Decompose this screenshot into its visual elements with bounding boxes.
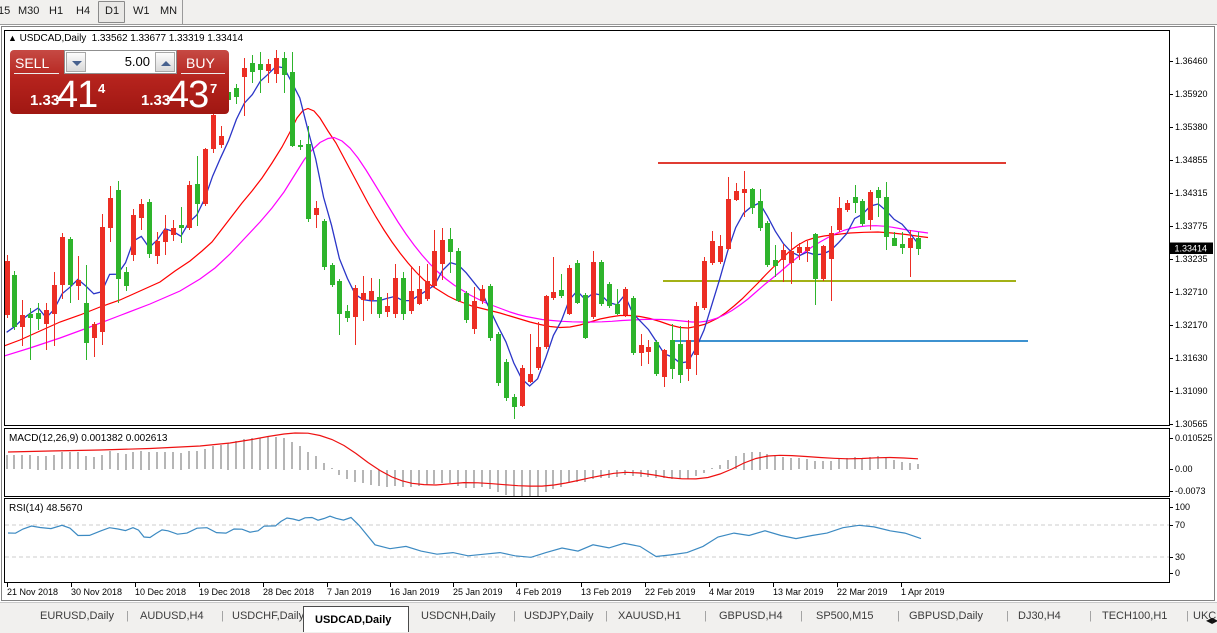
svg-text:22 Feb 2019: 22 Feb 2019 [645, 587, 696, 597]
svg-text:22 Mar 2019: 22 Mar 2019 [837, 587, 888, 597]
svg-text:16 Jan 2019: 16 Jan 2019 [390, 587, 440, 597]
svg-text:30 Nov 2018: 30 Nov 2018 [71, 587, 122, 597]
svg-text:30: 30 [1175, 552, 1185, 562]
svg-text:19 Dec 2018: 19 Dec 2018 [199, 587, 250, 597]
svg-text:13 Feb 2019: 13 Feb 2019 [581, 587, 632, 597]
svg-text:4 Mar 2019: 4 Mar 2019 [709, 587, 755, 597]
svg-text:1.35380: 1.35380 [1175, 122, 1208, 132]
svg-text:1 Apr 2019: 1 Apr 2019 [901, 587, 945, 597]
svg-text:0.010525: 0.010525 [1175, 433, 1213, 443]
svg-text:10 Dec 2018: 10 Dec 2018 [135, 587, 186, 597]
svg-text:1.36460: 1.36460 [1175, 56, 1208, 66]
svg-text:7 Jan 2019: 7 Jan 2019 [327, 587, 372, 597]
svg-text:1.33235: 1.33235 [1175, 254, 1208, 264]
svg-text:1.34315: 1.34315 [1175, 188, 1208, 198]
svg-text:1.31630: 1.31630 [1175, 353, 1208, 363]
svg-text:1.30565: 1.30565 [1175, 419, 1208, 429]
svg-text:13 Mar 2019: 13 Mar 2019 [773, 587, 824, 597]
svg-text:4 Feb 2019: 4 Feb 2019 [516, 587, 562, 597]
svg-text:25 Jan 2019: 25 Jan 2019 [453, 587, 503, 597]
svg-text:0: 0 [1175, 568, 1180, 578]
svg-text:MACD(12,26,9) 0.001382 0.00261: MACD(12,26,9) 0.001382 0.002613 [9, 433, 168, 444]
svg-text:1.35920: 1.35920 [1175, 89, 1208, 99]
svg-text:1.33414: 1.33414 [1175, 244, 1208, 254]
svg-text:-0.0073: -0.0073 [1175, 486, 1206, 496]
svg-text:70: 70 [1175, 520, 1185, 530]
svg-text:100: 100 [1175, 502, 1190, 512]
svg-text:28 Dec 2018: 28 Dec 2018 [263, 587, 314, 597]
svg-text:1.32710: 1.32710 [1175, 287, 1208, 297]
svg-text:1.31090: 1.31090 [1175, 386, 1208, 396]
svg-text:RSI(14) 48.5670: RSI(14) 48.5670 [9, 503, 83, 514]
svg-text:1.33775: 1.33775 [1175, 221, 1208, 231]
svg-text:21 Nov 2018: 21 Nov 2018 [7, 587, 58, 597]
svg-text:1.34855: 1.34855 [1175, 155, 1208, 165]
svg-text:1.32170: 1.32170 [1175, 320, 1208, 330]
svg-text:0.00: 0.00 [1175, 464, 1193, 474]
